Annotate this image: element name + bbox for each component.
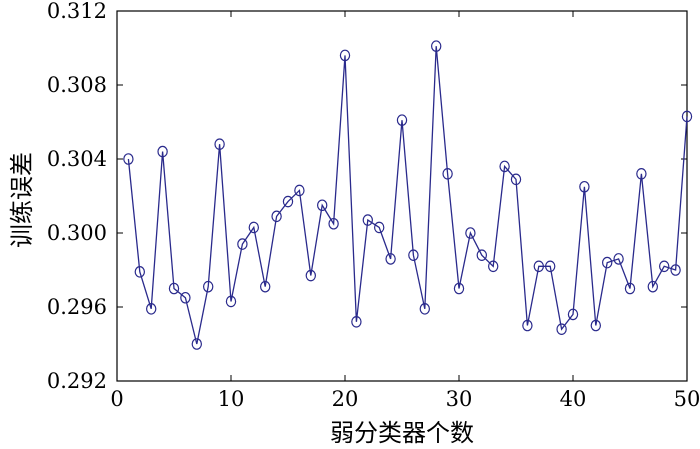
- data-point: [202, 280, 214, 293]
- data-markers: [123, 40, 693, 350]
- data-point: [533, 260, 545, 273]
- data-point: [522, 319, 533, 332]
- data-point: [282, 195, 294, 208]
- data-point: [590, 319, 602, 332]
- plot-frame: [116, 10, 688, 382]
- data-point: [499, 160, 510, 173]
- data-point: [168, 282, 180, 295]
- data-point: [408, 249, 419, 261]
- x-tick-labels: 0 10 20 30 40 50: [110, 387, 700, 411]
- axis-ticks: [116, 10, 688, 382]
- data-point: [636, 168, 647, 180]
- data-point: [419, 303, 430, 315]
- data-point: [579, 180, 590, 193]
- data-point: [659, 260, 670, 273]
- data-point: [305, 269, 316, 282]
- x-tick-label: 30: [446, 387, 473, 411]
- data-point: [237, 238, 248, 250]
- data-point: [180, 291, 191, 304]
- y-tick-label: 0.300: [47, 221, 107, 245]
- data-point: [602, 256, 613, 269]
- data-point: [613, 253, 624, 265]
- data-point: [260, 280, 271, 293]
- data-point: [556, 323, 567, 335]
- data-point: [339, 49, 351, 62]
- data-point: [317, 199, 328, 212]
- data-point: [157, 145, 168, 158]
- data-point: [476, 249, 487, 261]
- data-point: [488, 260, 499, 273]
- data-point: [145, 303, 157, 315]
- data-point: [134, 266, 145, 278]
- data-point: [248, 221, 259, 234]
- data-point: [545, 260, 556, 273]
- y-tick-label: 0.292: [47, 369, 107, 393]
- data-point: [214, 138, 225, 150]
- y-tick-label: 0.304: [47, 147, 107, 171]
- data-point: [362, 214, 373, 226]
- data-point: [294, 184, 305, 197]
- x-tick-label: 20: [332, 387, 359, 411]
- data-point: [396, 114, 408, 126]
- y-tick-label: 0.308: [47, 73, 107, 97]
- data-point: [567, 308, 579, 321]
- series-line: [127, 46, 688, 345]
- data-point: [328, 217, 339, 230]
- x-tick-label: 0: [110, 387, 123, 411]
- data-point: [624, 282, 636, 295]
- x-tick-label: 50: [674, 387, 700, 411]
- data-point: [431, 40, 442, 52]
- y-tick-labels: 0.292 0.296 0.300 0.304 0.308 0.312: [47, 0, 107, 393]
- data-point: [453, 282, 465, 295]
- data-point: [442, 168, 453, 180]
- y-tick-label: 0.296: [47, 295, 107, 319]
- data-point: [191, 338, 202, 350]
- data-point: [510, 173, 522, 186]
- data-point: [225, 295, 237, 308]
- data-point: [385, 253, 396, 265]
- x-tick-label: 40: [560, 387, 587, 411]
- data-point: [271, 210, 282, 223]
- y-tick-label: 0.312: [47, 0, 107, 23]
- data-point: [123, 153, 134, 165]
- data-point: [670, 264, 681, 276]
- data-point: [647, 280, 659, 293]
- data-point: [351, 315, 362, 328]
- y-axis-title: 训练误差: [8, 152, 36, 248]
- data-point: [374, 221, 385, 234]
- data-point: [465, 227, 476, 239]
- data-point: [681, 110, 693, 123]
- x-tick-label: 10: [218, 387, 245, 411]
- x-axis-title: 弱分类器个数: [330, 419, 474, 447]
